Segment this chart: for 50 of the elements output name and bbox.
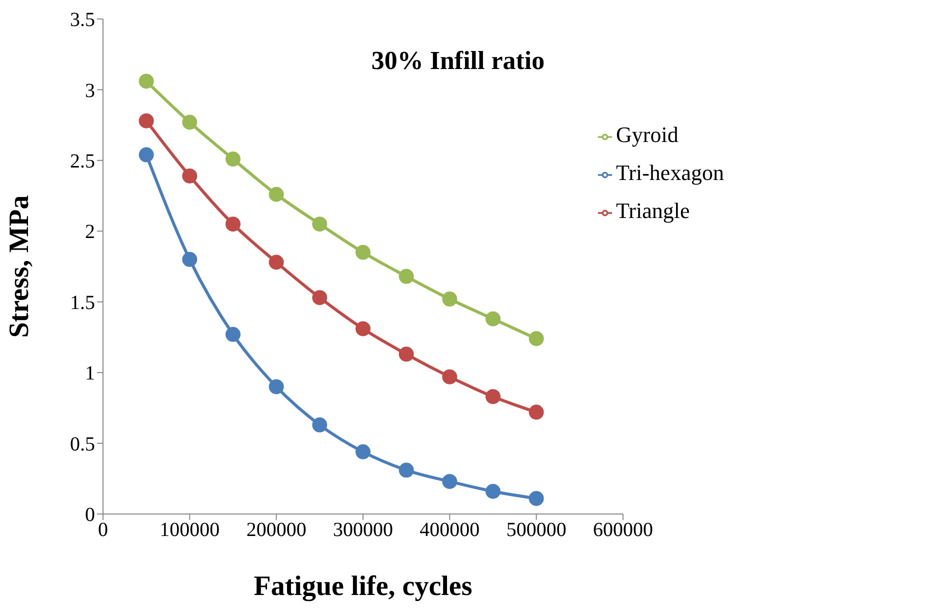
point (182, 252, 198, 267)
x-tick-label: 600000 (593, 519, 653, 542)
legend-label: Triangle (616, 198, 690, 223)
point (268, 379, 284, 394)
point (312, 216, 328, 232)
y-tick-label: 3 (85, 80, 95, 102)
y-tick-label: 0.5 (70, 433, 95, 456)
point (528, 404, 544, 420)
x-axis-title: Fatigue life, cycles (254, 571, 472, 602)
point (182, 168, 198, 184)
point (182, 114, 198, 130)
point (442, 369, 458, 384)
legend-label: Gyroid (616, 122, 678, 147)
x-tick-label: 200000 (246, 519, 306, 542)
point (398, 268, 414, 284)
y-tick-label: 0 (85, 504, 95, 526)
point (226, 216, 240, 232)
x-tick-label: 500000 (506, 519, 566, 542)
point (442, 474, 458, 489)
point (312, 290, 328, 306)
point (442, 292, 458, 307)
y-tick-label: 1 (85, 362, 95, 385)
point (138, 74, 154, 89)
point (268, 254, 284, 270)
x-tick-label: 400000 (420, 519, 480, 542)
point (356, 321, 370, 336)
y-axis-title: Stress, MPa (4, 195, 35, 338)
point (486, 484, 500, 499)
y-tick-label: 1.5 (70, 292, 95, 314)
y-tick-label: 2 (85, 221, 95, 244)
point (486, 311, 500, 326)
text: 30% Infill ratio (370, 46, 546, 76)
point (356, 244, 370, 260)
point (312, 417, 328, 432)
point (138, 113, 154, 128)
y-tick-label: 3.5 (70, 9, 95, 32)
y-tick-label: 2.5 (70, 150, 95, 173)
x-tick-label: 100000 (160, 519, 220, 542)
point (268, 186, 284, 202)
point (398, 346, 414, 362)
point (226, 326, 240, 342)
point (226, 152, 240, 167)
point (486, 389, 500, 404)
point (356, 444, 370, 460)
x-tick-label: 300000 (333, 519, 393, 542)
point (528, 490, 544, 506)
point (398, 462, 414, 478)
point (138, 147, 154, 162)
legend-label: Tri-hexagon (616, 160, 724, 185)
point (528, 331, 544, 346)
